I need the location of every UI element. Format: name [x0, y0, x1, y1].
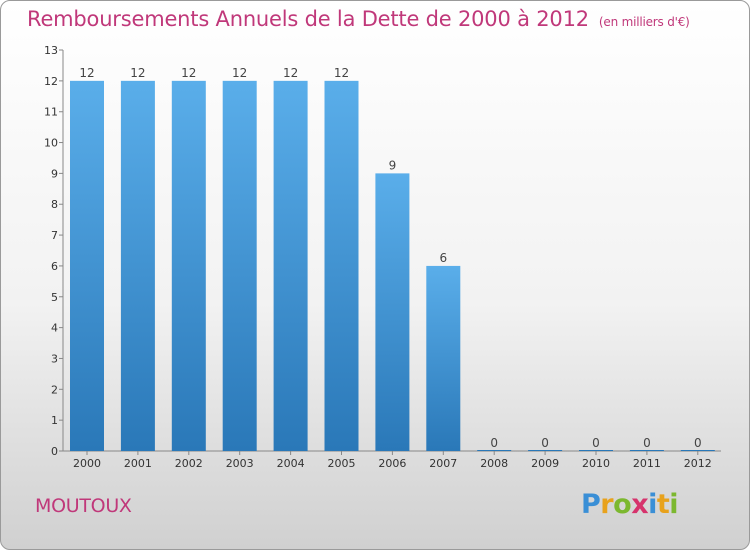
x-tick-label: 2011: [633, 457, 661, 470]
y-tick-label: 11: [44, 106, 58, 119]
bar: [375, 173, 410, 451]
y-tick-label: 0: [51, 445, 58, 458]
y-tick-label: 8: [51, 198, 58, 211]
data-label: 0: [694, 436, 702, 450]
bar: [171, 80, 206, 451]
data-label: 12: [232, 66, 247, 80]
logo-letter: t: [656, 489, 670, 520]
x-tick-label: 2000: [73, 457, 101, 470]
x-tick-label: 2007: [429, 457, 457, 470]
data-label: 12: [283, 66, 298, 80]
x-tick-label: 2006: [378, 457, 406, 470]
logo-letter: x: [631, 489, 649, 520]
proxiti-logo: Proxiti: [581, 489, 679, 520]
bar: [273, 80, 308, 451]
x-tick-label: 2001: [124, 457, 152, 470]
y-tick-label: 3: [51, 352, 58, 365]
x-tick-label: 2004: [277, 457, 305, 470]
chart-subtitle: (en milliers d'€): [598, 15, 690, 29]
logo-letter: i: [669, 489, 679, 520]
bar: [70, 80, 104, 451]
bar: [120, 80, 155, 451]
y-tick-label: 1: [51, 414, 58, 427]
data-label: 12: [181, 66, 196, 80]
place-name: MOUTOUX: [35, 495, 132, 517]
data-label: 12: [130, 66, 145, 80]
y-tick-label: 13: [44, 44, 58, 57]
x-tick-label: 2003: [226, 457, 254, 470]
x-tick-label: 2009: [531, 457, 559, 470]
bar: [477, 450, 512, 451]
bar: [324, 80, 359, 451]
data-label: 12: [79, 66, 94, 80]
logo-letter: r: [600, 489, 614, 520]
logo-letter: P: [581, 489, 601, 520]
chart-title-text: Remboursements Annuels de la Dette de 20…: [27, 7, 589, 31]
chart-title: Remboursements Annuels de la Dette de 20…: [27, 7, 690, 31]
bar: [579, 450, 613, 451]
y-tick-label: 9: [51, 167, 58, 180]
bar: [680, 450, 715, 451]
y-tick-label: 6: [51, 260, 58, 273]
logo-letter: o: [613, 489, 632, 520]
data-label: 0: [541, 436, 549, 450]
bar: [222, 80, 257, 451]
data-label: 0: [592, 436, 600, 450]
y-tick-label: 5: [51, 291, 58, 304]
data-label: 6: [439, 251, 447, 265]
bar: [528, 450, 563, 451]
bar: [426, 265, 461, 451]
x-tick-label: 2010: [582, 457, 610, 470]
x-tick-label: 2012: [684, 457, 712, 470]
x-tick-label: 2005: [328, 457, 356, 470]
data-label: 0: [490, 436, 498, 450]
data-label: 12: [334, 66, 349, 80]
logo-letter: i: [648, 489, 657, 520]
y-tick-label: 4: [51, 322, 58, 335]
data-label: 9: [389, 158, 397, 172]
x-tick-label: 2002: [175, 457, 203, 470]
y-tick-label: 10: [44, 137, 58, 150]
y-tick-label: 7: [51, 229, 58, 242]
data-label: 0: [643, 436, 651, 450]
y-tick-label: 2: [51, 383, 58, 396]
bar: [629, 450, 664, 451]
x-tick-label: 2008: [480, 457, 508, 470]
y-tick-label: 12: [44, 75, 58, 88]
